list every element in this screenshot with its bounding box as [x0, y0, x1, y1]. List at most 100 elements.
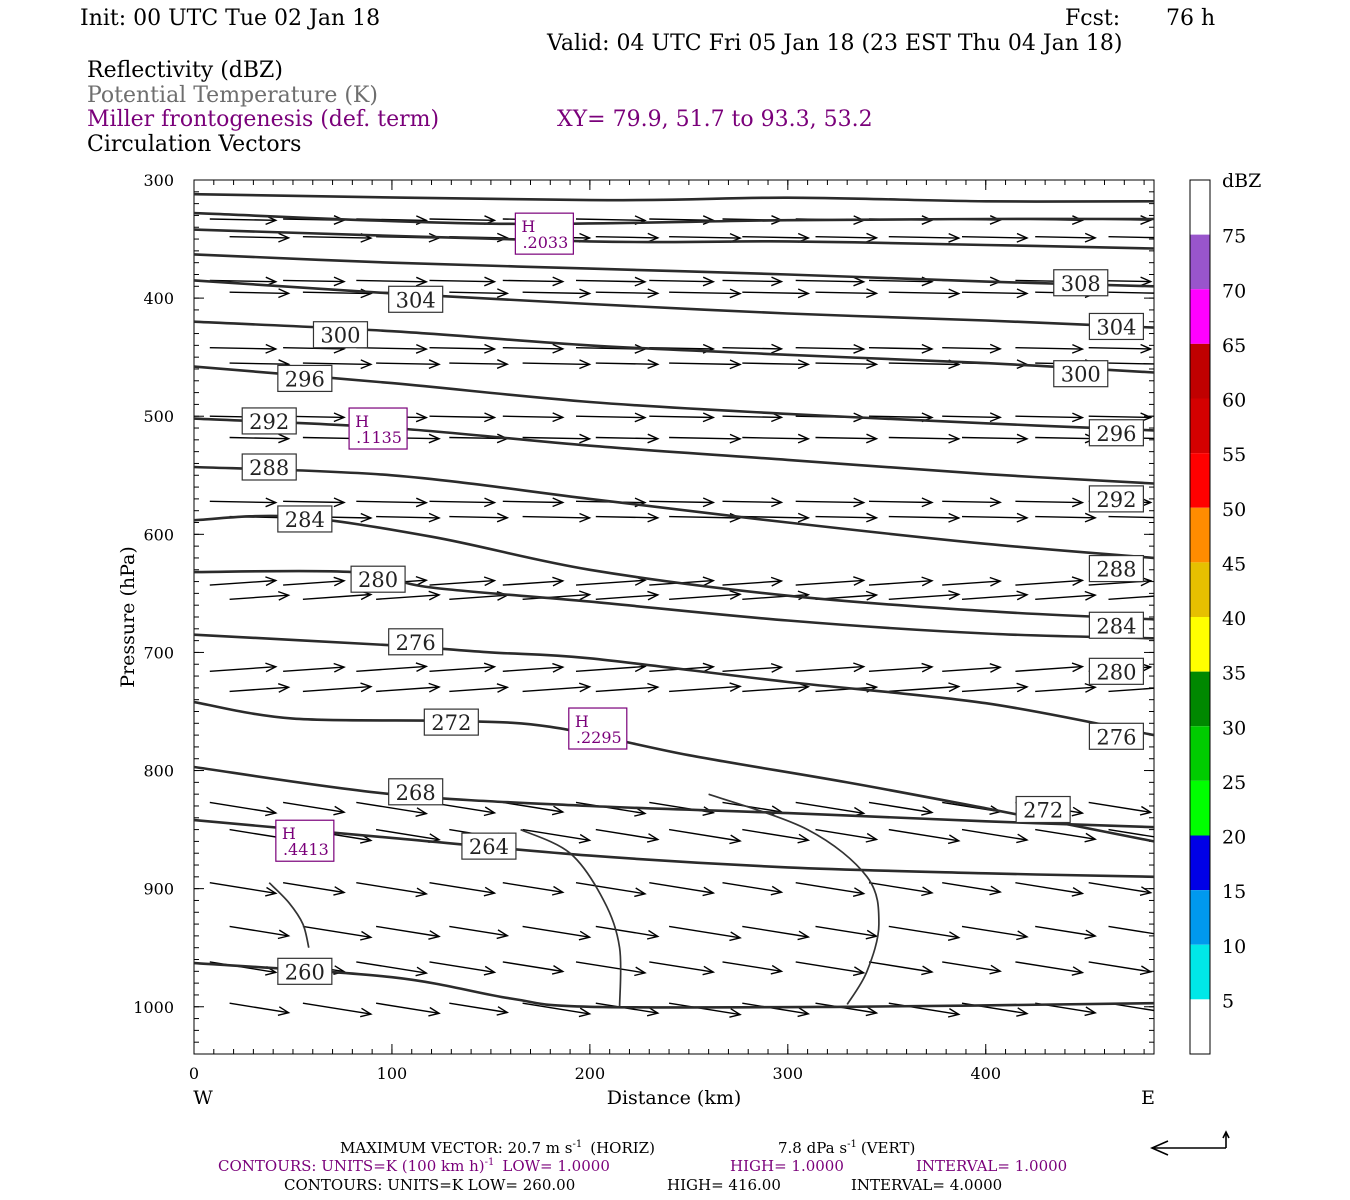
circulation-vector — [575, 279, 646, 283]
circulation-vector-head — [265, 806, 278, 817]
circulation-vector — [209, 579, 276, 586]
contours1-exponent: -1 — [485, 1157, 495, 1168]
circulation-vector-head — [948, 590, 961, 601]
circulation-vector — [868, 279, 933, 283]
theta-label: 296 — [1096, 422, 1136, 446]
circulation-vector — [742, 828, 809, 841]
circulation-vector — [669, 685, 741, 693]
circulation-vector — [961, 828, 1028, 841]
circulation-vector — [522, 436, 590, 440]
circulation-vector — [356, 665, 427, 672]
circulation-vector-head — [865, 929, 879, 940]
circulation-vector-head — [333, 412, 346, 423]
circulation-vector — [375, 925, 440, 938]
theta-label: 276 — [396, 631, 436, 655]
theta-label: 280 — [1096, 660, 1136, 684]
circulation-vector-head — [647, 232, 660, 243]
circulation-vector-head — [646, 1006, 660, 1017]
circulation-vector-head — [579, 359, 592, 370]
circulation-vector — [722, 961, 782, 972]
circulation-vector-head — [797, 359, 811, 370]
circulation-vector — [356, 500, 427, 504]
valid-time: Valid: 04 UTC Fri 05 Jan 18 (23 EST Thu … — [546, 31, 1123, 56]
circulation-vector-head — [647, 590, 660, 601]
circulation-vector — [795, 500, 864, 504]
circulation-vector — [722, 580, 782, 586]
circulation-vector-head — [265, 662, 278, 673]
x-tick-label: 100 — [377, 1064, 408, 1083]
theta-label-box — [1088, 722, 1144, 750]
x-tick-label: 200 — [575, 1064, 606, 1083]
circulation-vector-head — [265, 886, 278, 897]
circulation-vector — [815, 925, 877, 937]
circulation-vector-head — [333, 576, 346, 587]
circulation-vector-head — [989, 343, 1002, 354]
circulation-vector — [868, 347, 933, 350]
circulation-vector — [595, 594, 658, 600]
circulation-vector — [1088, 347, 1151, 350]
circulation-vector-head — [1139, 965, 1153, 976]
cross-section-endpoints: XY= 79.9, 51.7 to 93.3, 53.2 — [557, 107, 873, 132]
circulation-vector — [595, 925, 658, 938]
circulation-vector — [1088, 415, 1151, 419]
circulation-vector-head — [496, 359, 510, 369]
circulation-vector-head — [921, 886, 934, 897]
x-axis-east-label: E — [1141, 1087, 1155, 1109]
circulation-vector — [283, 666, 345, 672]
circulation-vector-head — [1167, 434, 1177, 443]
circulation-vector — [795, 961, 864, 974]
circulation-vector — [502, 500, 563, 504]
circulation-vector-head — [333, 497, 346, 508]
init-time: Init: 00 UTC Tue 02 Jan 18 — [80, 6, 380, 31]
circulation-vector — [283, 500, 345, 504]
circulation-vector — [575, 665, 646, 672]
colorbar-tick-label: 55 — [1222, 444, 1246, 466]
frontogenesis-max-symbol: H — [282, 824, 296, 843]
circulation-vector-head — [634, 887, 647, 898]
circulation-vector — [449, 594, 508, 600]
circulation-vector — [376, 362, 440, 365]
circulation-vector — [961, 291, 1028, 295]
colorbar-segment — [1190, 234, 1210, 290]
theta-label-box — [1088, 611, 1144, 639]
circulation-vector-head — [1084, 232, 1097, 243]
circulation-vector-head — [1071, 806, 1085, 817]
circulation-vector — [575, 415, 646, 419]
circulation-vector — [429, 500, 495, 504]
circulation-vector-head — [634, 807, 647, 817]
colorbar-tick-label: 75 — [1222, 226, 1246, 248]
reference-vector-arrow — [1150, 1130, 1230, 1156]
theta-label-box — [350, 565, 406, 593]
theta-label: 288 — [249, 456, 289, 480]
circulation-vector-head — [702, 412, 716, 423]
circulation-vector-head — [989, 663, 1002, 673]
circulation-vector-head — [853, 497, 866, 508]
theta-label: 260 — [285, 960, 325, 984]
circulation-vector — [376, 686, 440, 693]
circulation-vector — [522, 686, 590, 693]
x-axis-west-label: W — [193, 1087, 213, 1109]
circulation-vector — [942, 415, 1001, 419]
circulation-vector-head — [552, 343, 565, 354]
circulation-vector-head — [360, 682, 373, 693]
circulation-vector-head — [415, 575, 429, 586]
circulation-vector — [742, 291, 809, 295]
circulation-vector-head — [866, 288, 879, 299]
colorbar-tick-label: 40 — [1222, 608, 1246, 630]
colorbar-segment — [1190, 343, 1210, 399]
circulation-vector — [1088, 961, 1151, 973]
circulation-vector — [942, 500, 1001, 504]
circulation-vector-head — [333, 662, 346, 673]
theta-label: 284 — [1096, 614, 1136, 638]
colorbar-segment — [1190, 835, 1210, 891]
circulation-vector — [356, 279, 427, 283]
max-vector-vert-tail: (VERT) — [861, 1139, 916, 1157]
circulation-vector — [229, 1002, 289, 1014]
colorbar-unit: dBZ — [1222, 170, 1261, 192]
circulation-vector-head — [647, 359, 660, 370]
svg-text:CONTOURS: UNITS=K (100 km h)-: CONTOURS: UNITS=K (100 km h)-1 LOW= 1.000… — [218, 1157, 610, 1175]
circulation-vector-head — [729, 590, 742, 600]
circulation-vector-head — [797, 288, 811, 299]
theta-label: 292 — [249, 410, 289, 434]
